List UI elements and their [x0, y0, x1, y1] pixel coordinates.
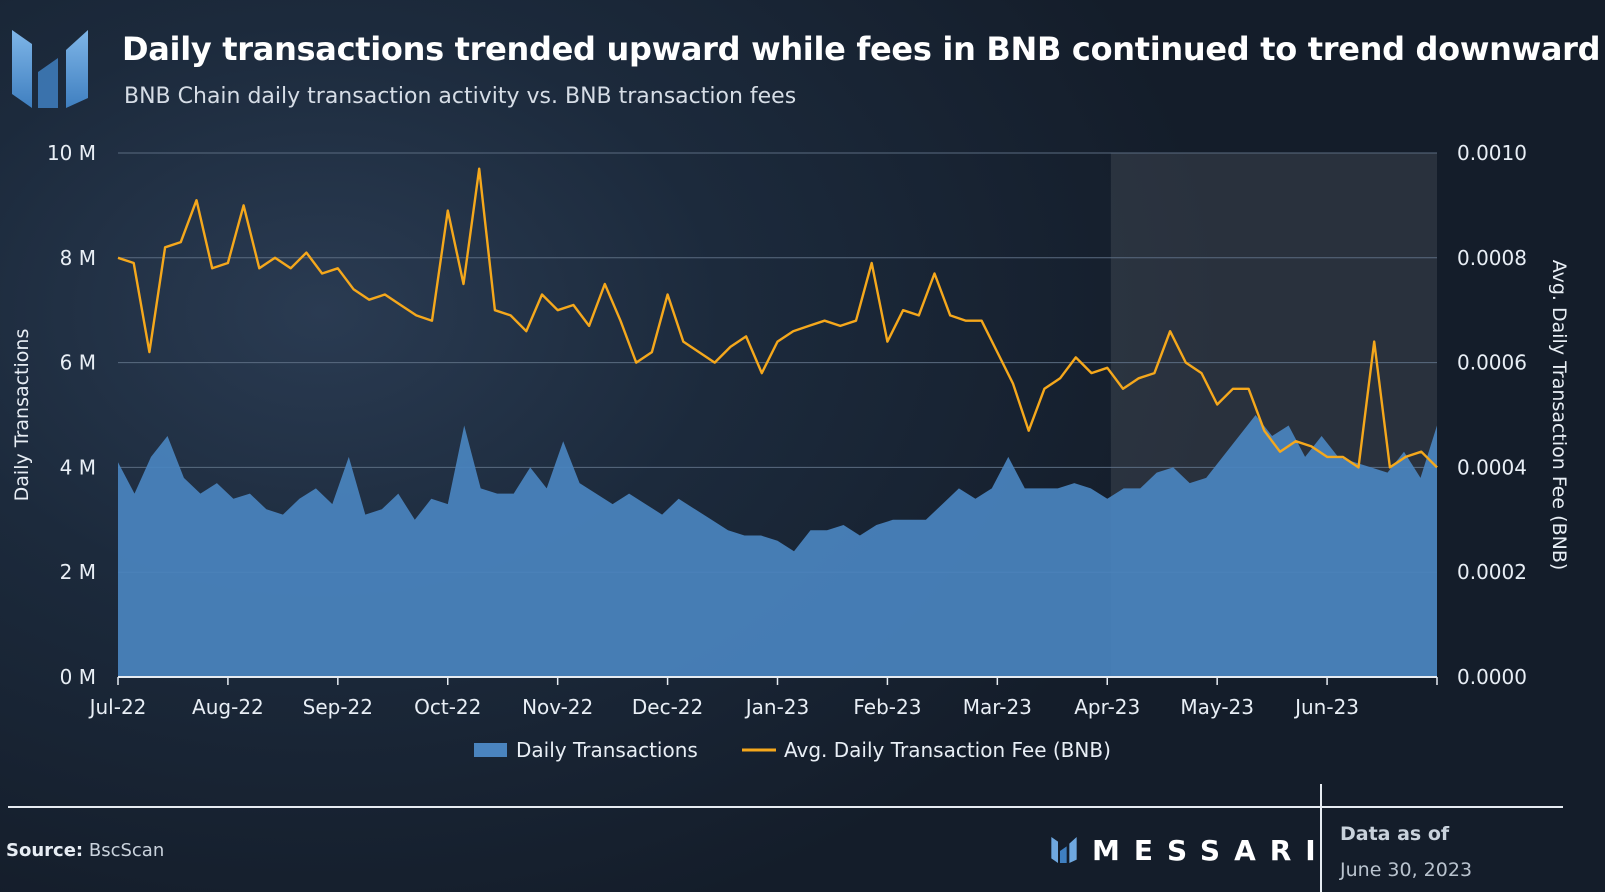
y-left-tick-label: 10 M — [47, 141, 96, 165]
x-tick-label: Jun-23 — [1293, 695, 1359, 719]
chart-subtitle: BNB Chain daily transaction activity vs.… — [124, 84, 797, 109]
x-tick-label: Oct-22 — [414, 695, 481, 719]
chart-title: Daily transactions trended upward while … — [122, 30, 1601, 68]
y-left-axis-title: Daily Transactions — [11, 329, 33, 502]
messari-brand-icon — [1051, 837, 1077, 863]
y-left-tick-label: 0 M — [60, 665, 96, 689]
messari-logo-icon — [12, 30, 88, 108]
y-left-tick-label: 6 M — [60, 351, 96, 375]
y-left-tick-label: 8 M — [60, 246, 96, 270]
y-right-tick-label: 0.0010 — [1457, 141, 1527, 165]
source-value: BscScan — [88, 840, 165, 861]
y-right-tick-label: 0.0004 — [1457, 455, 1527, 479]
x-tick-label: Nov-22 — [522, 695, 593, 719]
source-note: Source: BscScan — [6, 840, 164, 861]
y-right-axis-title: Avg. Daily Transaction Fee (BNB) — [1548, 260, 1570, 571]
y-right-tick-label: 0.0002 — [1457, 560, 1527, 584]
footer-vertical-divider — [1320, 784, 1322, 892]
source-label: Source: — [6, 840, 84, 861]
y-left-tick-label: 4 M — [60, 455, 96, 479]
y-right-tick-label: 0.0000 — [1457, 665, 1527, 689]
y-left-tick-label: 2 M — [60, 560, 96, 584]
footer-divider — [8, 806, 1563, 808]
as-of-date: June 30, 2023 — [1340, 859, 1473, 881]
x-tick-label: Mar-23 — [963, 695, 1032, 719]
y-right-tick-label: 0.0008 — [1457, 246, 1527, 270]
as-of-label: Data as of — [1340, 823, 1450, 845]
x-tick-label: May-23 — [1180, 695, 1254, 719]
brand: MESSARI — [1044, 833, 1330, 867]
series-area-daily-transactions — [118, 415, 1437, 677]
x-tick-label: Apr-23 — [1074, 695, 1140, 719]
x-tick-label: Dec-22 — [632, 695, 703, 719]
legend-label-avg-fee: Avg. Daily Transaction Fee (BNB) — [784, 738, 1111, 762]
brand-wordmark: MESSARI — [1092, 833, 1330, 867]
x-tick-label: Jul-22 — [88, 695, 147, 719]
legend-swatch-area — [474, 743, 507, 757]
x-tick-label: Sep-22 — [303, 695, 373, 719]
series-line-avg-fee — [117, 167, 1438, 469]
x-tick-label: Jan-23 — [744, 695, 810, 719]
x-tick-label: Aug-22 — [192, 695, 264, 719]
y-right-tick-label: 0.0006 — [1457, 351, 1527, 375]
legend-label-daily-transactions: Daily Transactions — [516, 738, 698, 762]
x-tick-label: Feb-23 — [853, 695, 921, 719]
